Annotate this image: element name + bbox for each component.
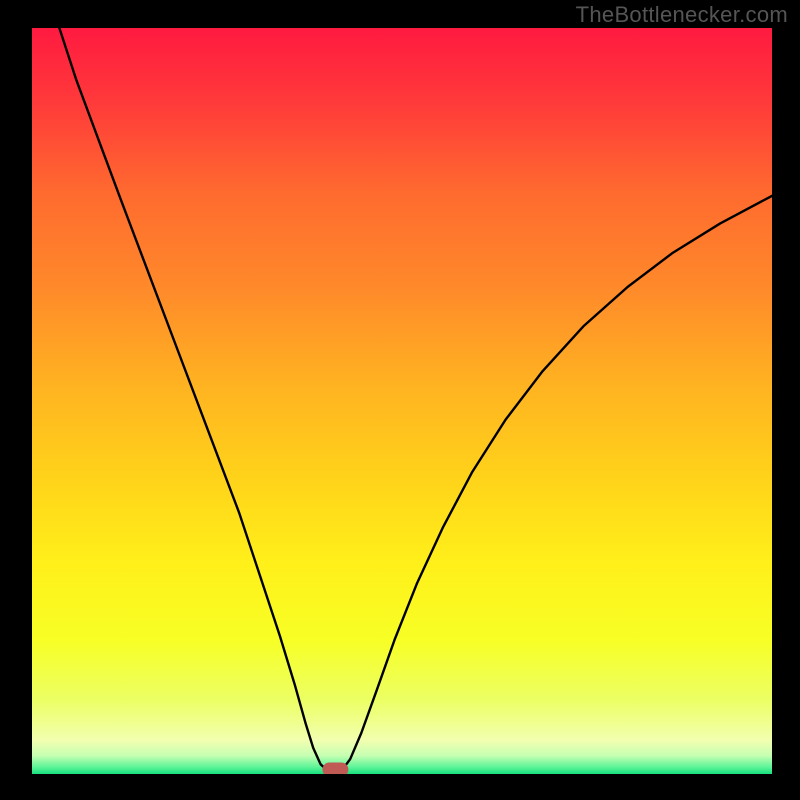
chart-frame: TheBottlenecker.com xyxy=(0,0,800,800)
chart-svg xyxy=(32,28,772,774)
plot-area xyxy=(32,28,772,774)
optimal-point-marker xyxy=(322,763,348,774)
gradient-background xyxy=(32,28,772,774)
watermark-text: TheBottlenecker.com xyxy=(576,2,788,28)
